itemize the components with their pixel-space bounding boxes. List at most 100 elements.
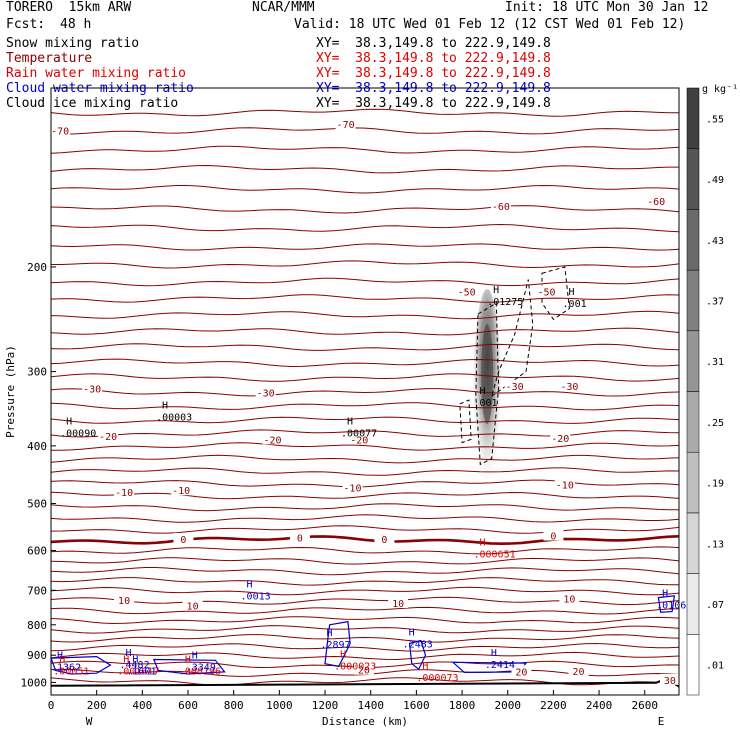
field-rain-xy: XY= 38.3,149.8 to 222.9,149.8 bbox=[316, 66, 551, 81]
cloud-water-max-value: .0106 bbox=[656, 600, 686, 611]
colorbar-tick-label: .01 bbox=[706, 661, 724, 672]
isotherm-line bbox=[50, 388, 680, 397]
isotherm-label-bg bbox=[536, 285, 557, 297]
field-rain-name: Rain water mixing ratio bbox=[6, 66, 187, 81]
colorbar-segment bbox=[686, 330, 700, 392]
cloud-water-max-symbol: H bbox=[132, 654, 138, 665]
isotherm-label-bg bbox=[456, 285, 477, 297]
rain-max-value: .000073 bbox=[416, 673, 458, 684]
isotherm-label: 30 bbox=[664, 676, 676, 687]
snow-max-value: .01275 bbox=[487, 297, 523, 308]
colorbar: .01 .07 .13 .19 .25 .31 .37 .43 .49 .55 g kg⁻¹ bbox=[686, 84, 738, 696]
cloud-ice-max-symbol: H bbox=[479, 386, 485, 397]
isotherm-label-bg bbox=[646, 195, 667, 207]
isotherm-label-bg bbox=[255, 386, 276, 398]
colorbar-unit: g kg⁻¹ bbox=[702, 84, 738, 95]
rain-max-value: .000651 bbox=[473, 550, 515, 561]
isotherm-line bbox=[50, 606, 680, 615]
isotherm-line bbox=[50, 479, 680, 488]
isotherm-line bbox=[50, 277, 680, 287]
isotherm-line bbox=[50, 514, 680, 523]
isotherm-label: 10 bbox=[187, 601, 199, 612]
axes: 0 200 400 600 800 1000 1200 1400 1600 1800 2000 220… bbox=[4, 261, 664, 728]
field-temperature-name: Temperature bbox=[6, 51, 93, 66]
cloud-water-max-symbol: H bbox=[326, 628, 332, 639]
colorbar-tick-label: .31 bbox=[706, 357, 724, 368]
y-tick-label: 1000 bbox=[21, 676, 48, 689]
cloud-water-max-symbol: H bbox=[192, 651, 198, 662]
x-tick-label: 800 bbox=[224, 699, 244, 712]
field-cloud-water-name: Cloud water mixing ratio bbox=[6, 81, 194, 96]
cloud-ice-contour bbox=[459, 399, 472, 444]
rain-max-symbol: H bbox=[340, 650, 346, 661]
rain-max-symbol: H bbox=[422, 661, 428, 672]
colorbar-segment bbox=[686, 391, 700, 453]
isotherm-label: 20 bbox=[572, 667, 584, 678]
isotherm-label-bg bbox=[388, 596, 409, 608]
x-tick-label: 1200 bbox=[312, 699, 339, 712]
rain-max-symbol: H bbox=[185, 654, 191, 665]
x-end-label-east: E bbox=[658, 715, 665, 728]
isotherm-line bbox=[50, 525, 680, 534]
cloud-water-max-value: .1601 bbox=[126, 666, 156, 677]
cloud-water-max-symbol: H bbox=[126, 648, 132, 659]
isotherm-line bbox=[50, 184, 680, 194]
model-title: TORERO 15km ARW bbox=[6, 0, 132, 15]
field-snow-xy: XY= 38.3,149.8 to 222.9,149.8 bbox=[316, 36, 551, 51]
isotherm-label: -50 bbox=[538, 288, 556, 299]
x-tick-label: 1800 bbox=[449, 699, 476, 712]
cloud-water-max-value: .2897 bbox=[320, 640, 350, 651]
isotherm-line bbox=[50, 402, 680, 411]
isotherm-line bbox=[50, 343, 680, 351]
cloud-ice-max-value: .00090 bbox=[60, 429, 96, 440]
colorbar-segment bbox=[686, 573, 700, 635]
isotherm-label: 10 bbox=[392, 599, 404, 610]
cloud-water-max-symbol: H bbox=[409, 627, 415, 638]
isotherm-label-bg bbox=[114, 594, 135, 606]
isotherm-label-bg bbox=[349, 433, 370, 445]
isotherm-label: -30 bbox=[257, 388, 275, 399]
isotherm-label-bg bbox=[50, 124, 71, 136]
colorbar-tick-label: .43 bbox=[706, 236, 724, 247]
cloud-water-max-symbol: H bbox=[247, 580, 253, 591]
isotherm-label: -10 bbox=[115, 488, 133, 499]
valid-time: Valid: 18 UTC Wed 01 Feb 12 (12 CST Wed … bbox=[294, 17, 686, 32]
isotherm-label: -60 bbox=[492, 202, 510, 213]
isotherm-label-bg bbox=[568, 665, 589, 677]
isotherm-label: -20 bbox=[263, 435, 281, 446]
field-snow-name: Snow mixing ratio bbox=[6, 36, 140, 51]
isotherm-label-bg bbox=[289, 531, 310, 543]
y-tick-label: 600 bbox=[27, 545, 47, 558]
isotherm-label: 0 bbox=[550, 531, 556, 542]
cloud-water-max-symbol: H bbox=[57, 651, 63, 662]
colorbar-segment bbox=[686, 269, 700, 332]
rain-max-value: .000196 bbox=[179, 666, 221, 677]
cloud-ice-max-symbol: H bbox=[347, 417, 353, 428]
isotherm-label-bg bbox=[543, 529, 564, 541]
isotherm-line bbox=[50, 503, 679, 512]
isotherm-line bbox=[50, 586, 680, 596]
x-axis-title: Distance (km) bbox=[322, 715, 408, 728]
isotherm-label-bg bbox=[98, 430, 119, 442]
cloud-water-max-value: .3349 bbox=[186, 663, 216, 674]
isotherm-label-bg bbox=[659, 673, 680, 685]
cloud-water-max-value: .2414 bbox=[485, 660, 515, 671]
isotherm-line bbox=[50, 577, 680, 586]
isotherm-label: 0 bbox=[180, 535, 186, 546]
isotherm-label: 20 bbox=[358, 666, 370, 677]
snow-core bbox=[481, 323, 494, 424]
cloud-ice-max-value: .001 bbox=[473, 398, 497, 409]
colorbar-tick-label: .37 bbox=[706, 296, 724, 307]
y-tick-label: 300 bbox=[27, 366, 47, 379]
cloud-ice-max-symbol: H bbox=[162, 401, 168, 412]
y-tick-label: 800 bbox=[27, 619, 47, 632]
isotherm-line bbox=[50, 634, 680, 643]
terrain-line bbox=[50, 677, 680, 688]
isotherm-line bbox=[50, 467, 680, 476]
isotherm-line bbox=[50, 416, 680, 424]
colorbar-tick-label: .49 bbox=[706, 175, 724, 186]
rain-max-value: .00051 bbox=[53, 666, 89, 677]
x-tick-label: 200 bbox=[87, 699, 107, 712]
field-cloud-ice-xy: XY= 38.3,149.8 to 222.9,149.8 bbox=[316, 96, 551, 111]
isotherm-line bbox=[50, 164, 679, 174]
